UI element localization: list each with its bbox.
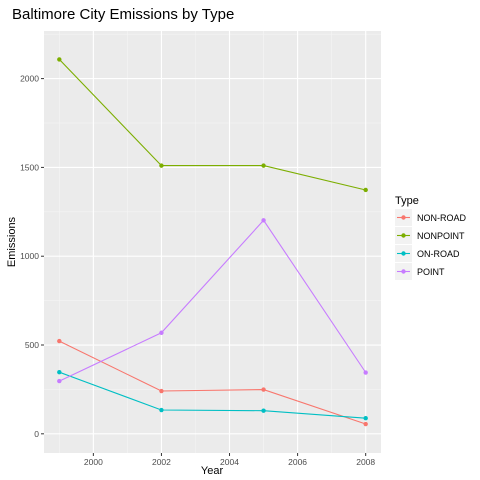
legend-key-point: [401, 215, 406, 220]
legend-key-point: [401, 233, 406, 238]
data-point-on-road: [159, 407, 164, 413]
y-tick-label: 1000: [20, 251, 39, 261]
series-points: [57, 57, 368, 427]
data-point-nonpoint: [159, 163, 164, 168]
legend: Type NON-ROAD NONPOINT ON-ROAD POINT: [395, 195, 466, 280]
legend-label: POINT: [417, 267, 445, 277]
legend-title: Type: [395, 195, 419, 207]
x-tick-label: 2006: [288, 457, 307, 467]
chart-title: Baltimore City Emissions by Type: [12, 6, 234, 23]
data-point-non-road: [159, 388, 164, 394]
y-tick-label: 2000: [20, 74, 39, 84]
x-axis-title: Year: [201, 465, 224, 477]
data-point-point: [57, 378, 62, 384]
series-line-nonpoint: [58, 59, 366, 191]
data-point-on-road: [261, 408, 266, 413]
data-point-nonpoint: [363, 187, 368, 193]
data-point-nonpoint: [57, 57, 62, 62]
series-line-non-road: [59, 340, 366, 425]
data-point-point: [159, 330, 164, 335]
x-axis: 2000 2002 2004 2006 2008: [84, 453, 375, 467]
data-point-on-road: [57, 369, 62, 375]
series-lines: [58, 59, 367, 425]
data-point-point: [261, 218, 266, 223]
x-tick-label: 2004: [220, 457, 239, 467]
series-line-on-road: [59, 371, 366, 419]
data-point-point: [363, 370, 368, 375]
legend-key-point: [401, 269, 406, 274]
x-tick-label: 2002: [152, 457, 171, 467]
legend-key-point: [401, 251, 406, 256]
y-tick-label: 1500: [20, 162, 39, 172]
series-line-point: [59, 219, 367, 382]
legend-label: ON-ROAD: [417, 249, 460, 259]
major-gridlines: [44, 31, 381, 453]
data-point-non-road: [363, 421, 368, 427]
x-tick-label: 2000: [84, 457, 103, 467]
legend-label: NONPOINT: [417, 231, 465, 241]
data-point-non-road: [57, 338, 62, 344]
minor-gridlines: [44, 31, 381, 453]
y-axis-title: Emissions: [6, 216, 18, 267]
legend-label: NON-ROAD: [417, 213, 466, 223]
data-point-on-road: [363, 415, 368, 421]
y-axis: 0 500 1000 1500 2000: [20, 74, 44, 439]
y-tick-label: 500: [25, 340, 39, 350]
y-tick-label: 0: [34, 429, 39, 439]
x-tick-label: 2008: [356, 457, 375, 467]
data-point-non-road: [261, 387, 266, 392]
data-point-nonpoint: [261, 163, 266, 168]
